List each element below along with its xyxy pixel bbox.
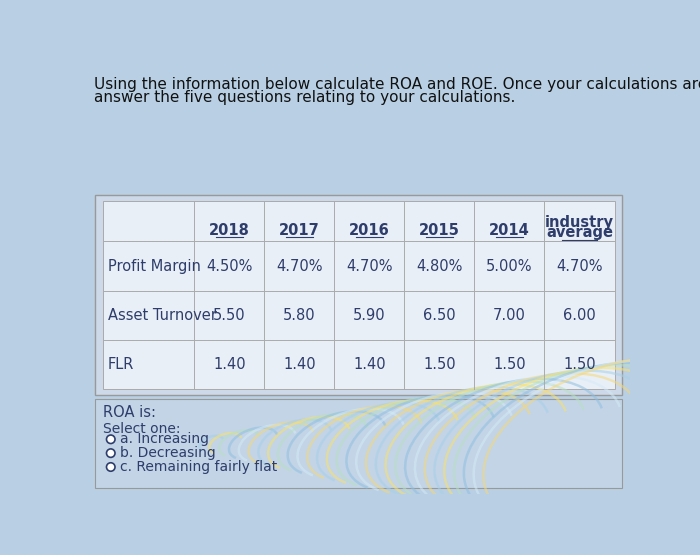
Text: 1.40: 1.40 (354, 357, 386, 372)
Text: 2015: 2015 (419, 223, 460, 238)
Text: Select one:: Select one: (103, 422, 181, 436)
Text: 2017: 2017 (279, 223, 320, 238)
Text: c. Remaining fairly flat: c. Remaining fairly flat (120, 460, 277, 474)
Text: Profit Margin: Profit Margin (108, 259, 200, 274)
Text: 1.50: 1.50 (424, 357, 456, 372)
Text: 4.70%: 4.70% (276, 259, 323, 274)
FancyBboxPatch shape (103, 201, 615, 389)
Text: 1.50: 1.50 (564, 357, 596, 372)
Text: 2018: 2018 (209, 223, 250, 238)
Text: 1.40: 1.40 (283, 357, 316, 372)
Text: 2014: 2014 (489, 223, 530, 238)
Text: a. Increasing: a. Increasing (120, 432, 209, 446)
Text: Asset Turnover: Asset Turnover (108, 308, 216, 323)
Text: answer the five questions relating to your calculations.: answer the five questions relating to yo… (94, 90, 515, 105)
Text: 7.00: 7.00 (493, 308, 526, 323)
Text: FLR: FLR (108, 357, 134, 372)
Text: Using the information below calculate ROA and ROE. Once your calculations are co: Using the information below calculate RO… (94, 77, 700, 92)
Circle shape (106, 449, 115, 457)
Text: 5.90: 5.90 (354, 308, 386, 323)
Text: 4.50%: 4.50% (206, 259, 253, 274)
Text: 1.50: 1.50 (494, 357, 526, 372)
FancyBboxPatch shape (95, 399, 622, 488)
Text: 4.70%: 4.70% (346, 259, 393, 274)
Text: 6.00: 6.00 (563, 308, 596, 323)
Circle shape (106, 435, 115, 443)
Text: 6.50: 6.50 (424, 308, 456, 323)
Text: ROA is:: ROA is: (103, 405, 156, 420)
Text: industry: industry (545, 215, 614, 230)
Text: b. Decreasing: b. Decreasing (120, 446, 216, 460)
Text: 5.80: 5.80 (283, 308, 316, 323)
FancyBboxPatch shape (88, 67, 630, 494)
Text: average: average (546, 225, 613, 240)
Text: 1.40: 1.40 (213, 357, 246, 372)
FancyBboxPatch shape (95, 195, 622, 395)
Text: 4.80%: 4.80% (416, 259, 463, 274)
Text: 4.70%: 4.70% (556, 259, 603, 274)
Text: 5.00%: 5.00% (486, 259, 533, 274)
Circle shape (106, 463, 115, 471)
Text: 5.50: 5.50 (213, 308, 246, 323)
Text: 2016: 2016 (349, 223, 390, 238)
